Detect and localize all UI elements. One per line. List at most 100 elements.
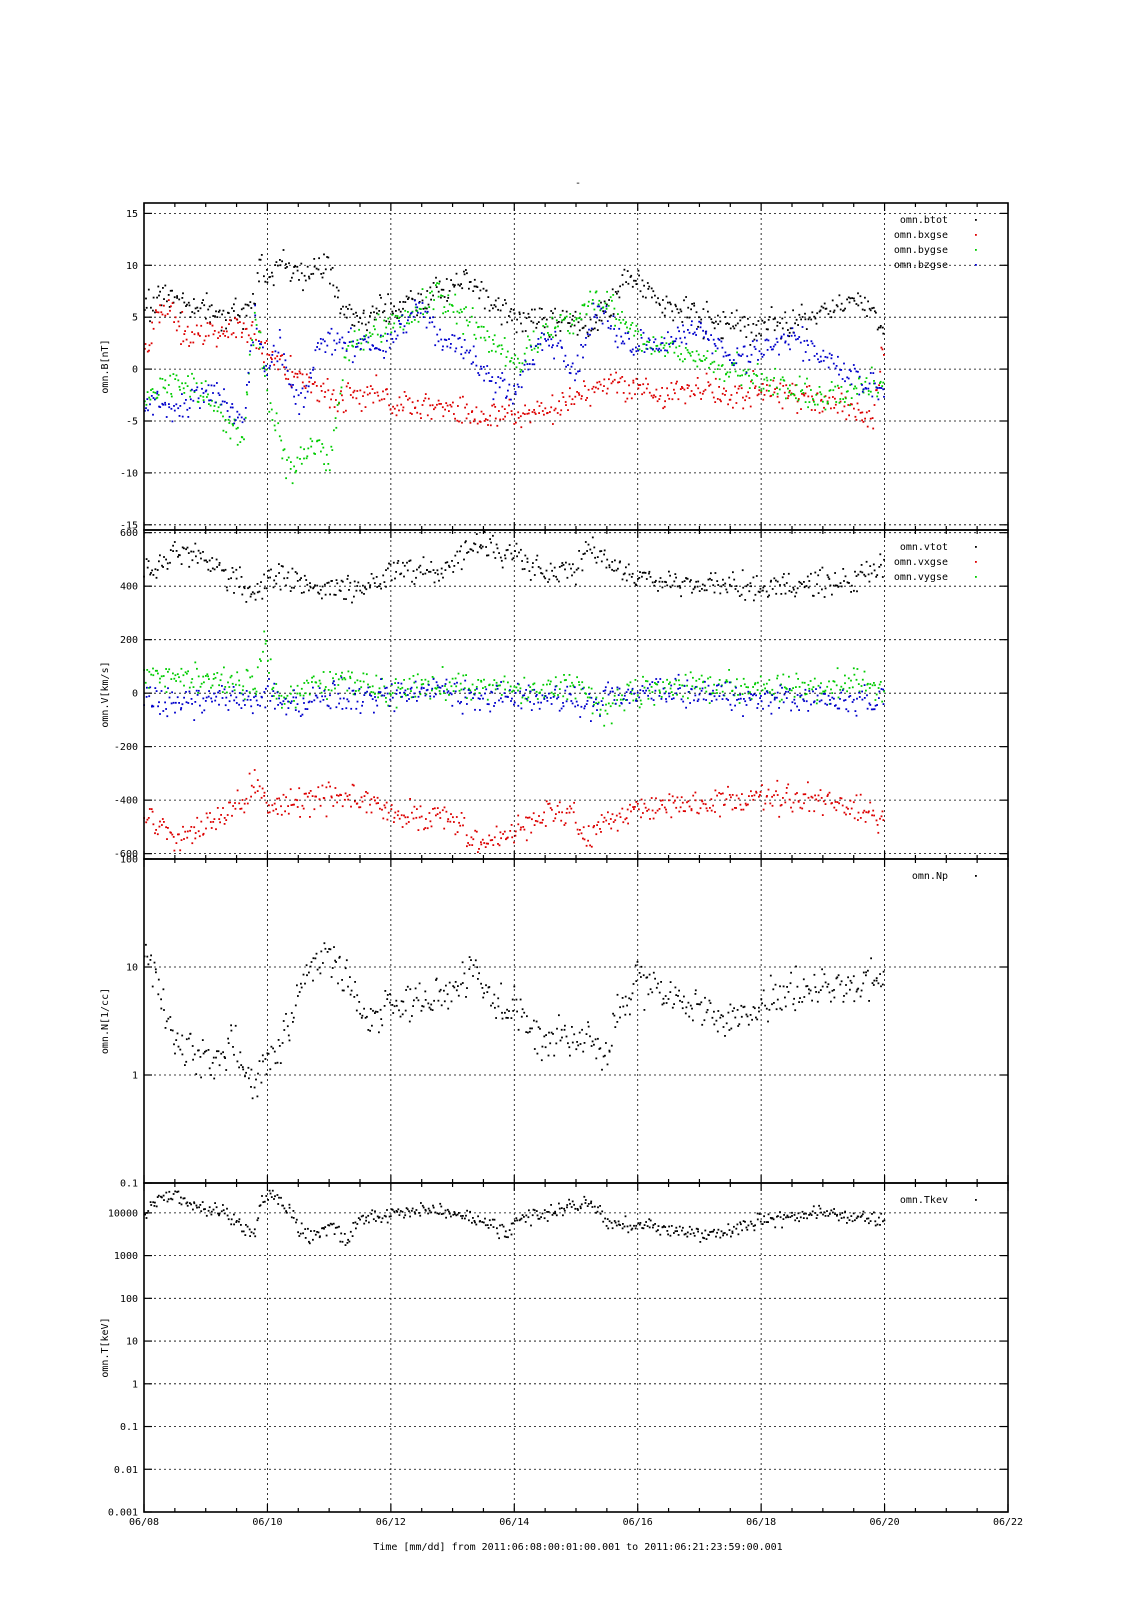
data-point (474, 829, 477, 832)
data-point (315, 681, 318, 684)
data-point (709, 676, 712, 679)
data-point (684, 336, 686, 339)
data-point (614, 702, 617, 705)
data-point (543, 698, 546, 700)
data-point (580, 832, 583, 835)
data-point (633, 279, 635, 282)
data-point (503, 830, 506, 833)
data-point (250, 344, 253, 347)
data-point (470, 698, 473, 701)
data-point (868, 687, 871, 689)
data-point (352, 340, 354, 343)
data-point (840, 386, 843, 388)
data-point (838, 373, 840, 376)
data-point (400, 315, 403, 318)
data-point (312, 383, 315, 385)
data-point (506, 321, 509, 324)
data-point (185, 305, 187, 307)
data-point (807, 318, 810, 321)
data-point (148, 695, 151, 698)
data-point (452, 985, 455, 987)
data-point (801, 326, 804, 328)
data-point (697, 387, 700, 390)
data-point (145, 306, 148, 309)
data-point (599, 708, 602, 711)
data-point (287, 1034, 290, 1037)
data-point (447, 818, 450, 820)
data-point (491, 376, 494, 378)
data-point (590, 845, 593, 848)
data-point (293, 375, 295, 378)
data-point (456, 419, 459, 422)
data-point (545, 323, 547, 325)
data-point (480, 841, 482, 844)
data-point (704, 803, 707, 806)
data-point (854, 415, 857, 418)
data-point (355, 707, 358, 710)
data-point (499, 556, 502, 559)
data-point (776, 794, 779, 796)
data-point (312, 957, 315, 960)
data-point (394, 330, 396, 333)
data-point (679, 586, 682, 589)
data-point (404, 309, 407, 312)
data-point (538, 307, 541, 310)
data-point (292, 384, 294, 386)
data-point (421, 1005, 424, 1007)
data-point (166, 715, 169, 718)
data-point (829, 584, 832, 587)
data-point (443, 989, 445, 992)
data-point (689, 702, 691, 704)
data-point (739, 329, 742, 332)
data-point (804, 693, 807, 696)
data-point (760, 700, 763, 703)
data-point (180, 563, 183, 565)
data-point (729, 359, 731, 361)
data-point (481, 545, 484, 548)
data-point (662, 407, 665, 410)
data-point (227, 681, 229, 684)
data-point (865, 411, 868, 414)
data-point (803, 700, 805, 702)
data-point (651, 809, 654, 812)
data-point (672, 697, 675, 700)
data-point (273, 363, 276, 366)
data-point (271, 695, 273, 697)
data-point (394, 682, 396, 684)
data-point (877, 687, 880, 689)
data-point (653, 584, 656, 587)
data-point (767, 788, 770, 791)
data-point (818, 386, 821, 388)
data-point (795, 397, 797, 400)
data-point (144, 347, 146, 350)
data-point (223, 569, 225, 572)
data-point (379, 807, 381, 810)
data-point (292, 696, 295, 699)
data-point (685, 342, 688, 345)
data-point (517, 1028, 520, 1031)
data-point (646, 348, 649, 350)
data-point (146, 669, 149, 671)
data-point (454, 350, 457, 353)
data-point (724, 351, 727, 354)
data-point (199, 394, 202, 397)
data-point (553, 566, 556, 569)
data-point (277, 704, 279, 706)
data-point (873, 404, 876, 406)
data-point (351, 783, 354, 786)
data-point (619, 321, 622, 324)
data-point (238, 684, 241, 687)
data-point (287, 812, 290, 815)
data-point (797, 324, 799, 326)
data-point (170, 305, 172, 308)
data-point (669, 681, 671, 684)
data-point (559, 314, 562, 316)
data-point (662, 299, 664, 301)
data-point (548, 344, 550, 347)
data-point (699, 391, 702, 394)
data-point (731, 808, 734, 811)
data-point (579, 312, 581, 315)
data-point (151, 985, 154, 988)
data-point (295, 389, 298, 391)
data-point (822, 692, 825, 695)
